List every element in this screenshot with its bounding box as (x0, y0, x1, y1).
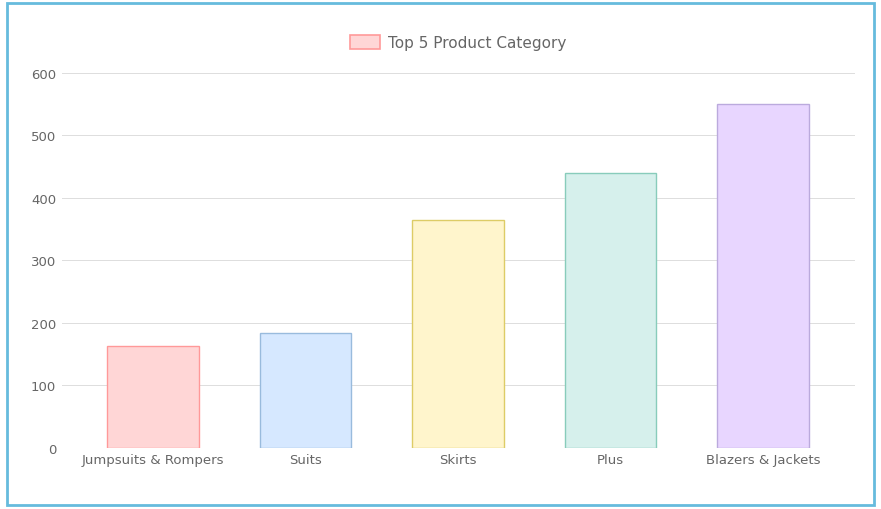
Bar (412, 220, 504, 448)
Bar (717, 105, 809, 448)
Bar (260, 334, 352, 448)
Bar (107, 346, 199, 448)
Legend: Top 5 Product Category: Top 5 Product Category (344, 30, 573, 57)
Bar (565, 174, 656, 448)
